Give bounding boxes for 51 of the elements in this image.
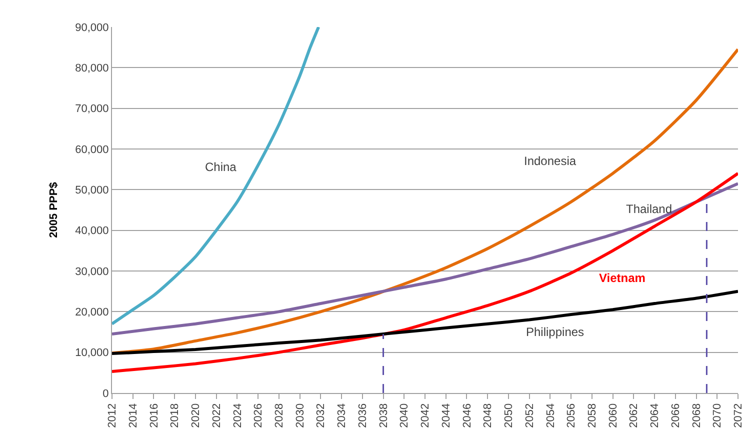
y-tick-label: 20,000 [75, 306, 109, 319]
x-tick-label: 2012 [106, 403, 119, 428]
y-tick-label: 90,000 [75, 22, 109, 34]
series-label: China [205, 160, 237, 174]
series-label: Philippines [526, 325, 584, 339]
y-tick-label: 50,000 [75, 184, 109, 197]
x-tick-label: 2018 [169, 403, 182, 428]
x-tick-label: 2036 [356, 403, 369, 428]
x-tick-label: 2016 [148, 403, 160, 428]
x-tick-label: 2042 [420, 403, 432, 428]
x-tick-label: 2054 [544, 403, 557, 428]
line-series [112, 172, 738, 373]
x-tick-label: 2058 [586, 403, 599, 428]
x-tick-label: 2040 [398, 403, 411, 428]
x-tick-label: 2030 [294, 403, 306, 428]
x-tick-label: 2052 [524, 403, 536, 428]
x-tick-label: 2066 [670, 403, 682, 428]
x-tick-label: 2060 [607, 403, 620, 428]
x-tick-label: 2062 [628, 403, 640, 428]
series-label: Vietnam [599, 271, 646, 285]
y-tick-label: 70,000 [75, 103, 109, 116]
x-tick-label: 2046 [461, 403, 474, 428]
x-tick-label: 2044 [440, 403, 452, 428]
x-tick-label: 2070 [712, 403, 724, 428]
line-series [112, 290, 738, 356]
x-tick-label: 2068 [690, 403, 703, 428]
x-tick-label: 2048 [482, 403, 494, 428]
line-series [112, 48, 738, 355]
line-series [112, 27, 320, 326]
x-tick-label: 2034 [336, 403, 348, 428]
x-tick-label: 2026 [252, 403, 265, 428]
x-tick-label: 2038 [378, 403, 390, 428]
series-label: Thailand [626, 202, 672, 216]
y-axis-title: 2005 PPP$ [48, 182, 60, 238]
x-tick-label: 2028 [274, 403, 286, 428]
text: Indonesia [524, 154, 576, 168]
y-tick-label: 40,000 [75, 225, 109, 238]
y-tick-label: 10,000 [75, 347, 109, 360]
x-tick-label: 2020 [190, 403, 202, 428]
x-tick-label: 2032 [315, 403, 328, 428]
x-tick-label: 2064 [649, 403, 662, 428]
x-tick-label: 2014 [127, 403, 140, 428]
x-tick-label: 2024 [232, 403, 244, 428]
y-tick-label: 30,000 [75, 266, 109, 278]
x-tick-label: 2022 [210, 403, 223, 428]
y-tick-label: 0 [102, 388, 109, 400]
x-tick-label: 2072 [732, 403, 745, 428]
y-tick-label: 60,000 [75, 144, 109, 156]
x-tick-label: 2056 [566, 403, 578, 428]
y-tick-label: 80,000 [75, 62, 109, 75]
x-tick-label: 2050 [503, 403, 516, 428]
